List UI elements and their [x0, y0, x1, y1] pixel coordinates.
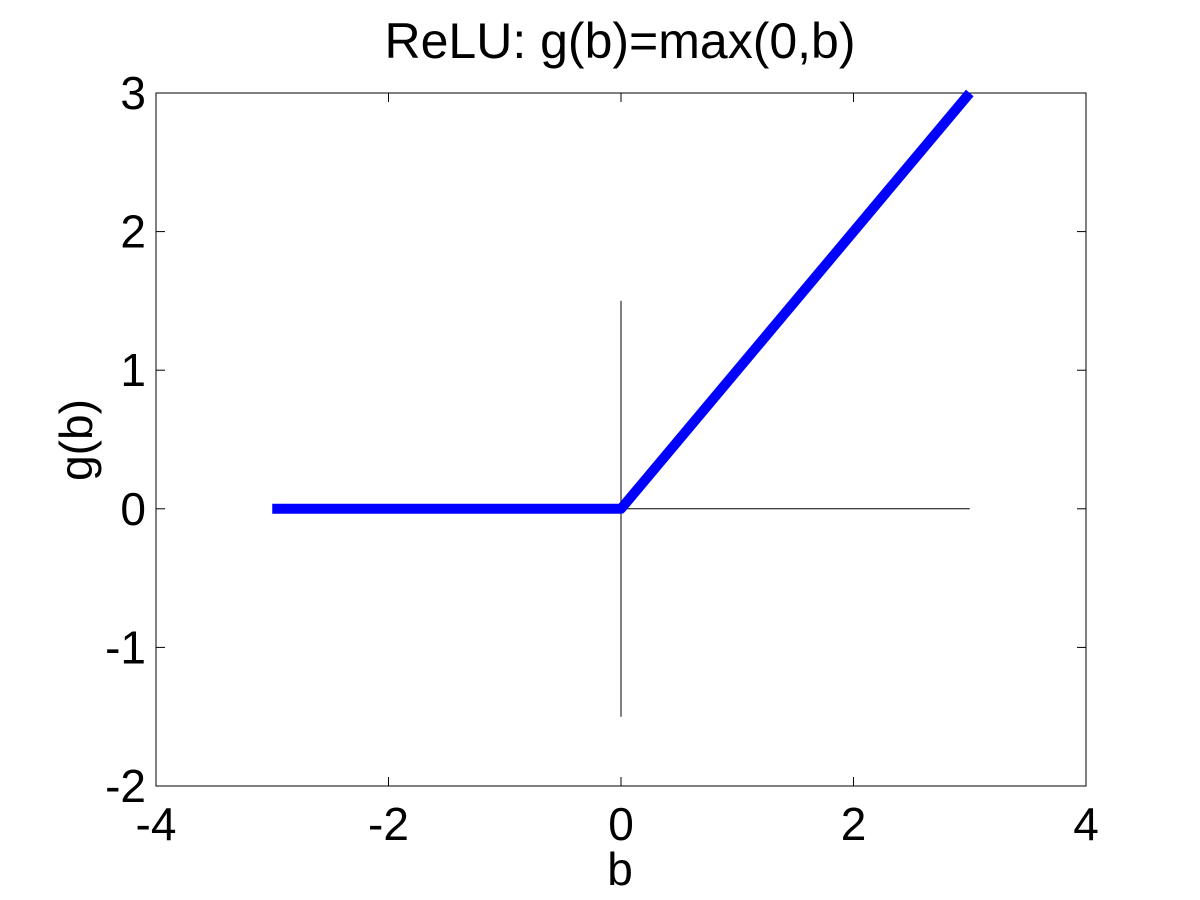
relu-line: [272, 89, 974, 514]
y-tick-label: -2: [105, 760, 146, 812]
y-tick-label: -1: [105, 621, 146, 673]
x-tick-label: -4: [136, 798, 177, 850]
x-axis-label: b: [607, 843, 633, 895]
x-tick-label: 2: [841, 798, 867, 850]
y-tick-label: 0: [120, 483, 146, 535]
y-tick-label: 2: [120, 206, 146, 258]
y-tick-label: 1: [120, 344, 146, 396]
y-axis-label: g(b): [50, 399, 102, 481]
chart-title: ReLU: g(b)=max(0,b): [385, 13, 856, 69]
x-tick-label: -2: [368, 798, 409, 850]
x-tick-label: 4: [1073, 798, 1099, 850]
y-tick-label: 3: [120, 67, 146, 119]
x-tick-label: 0: [608, 798, 634, 850]
